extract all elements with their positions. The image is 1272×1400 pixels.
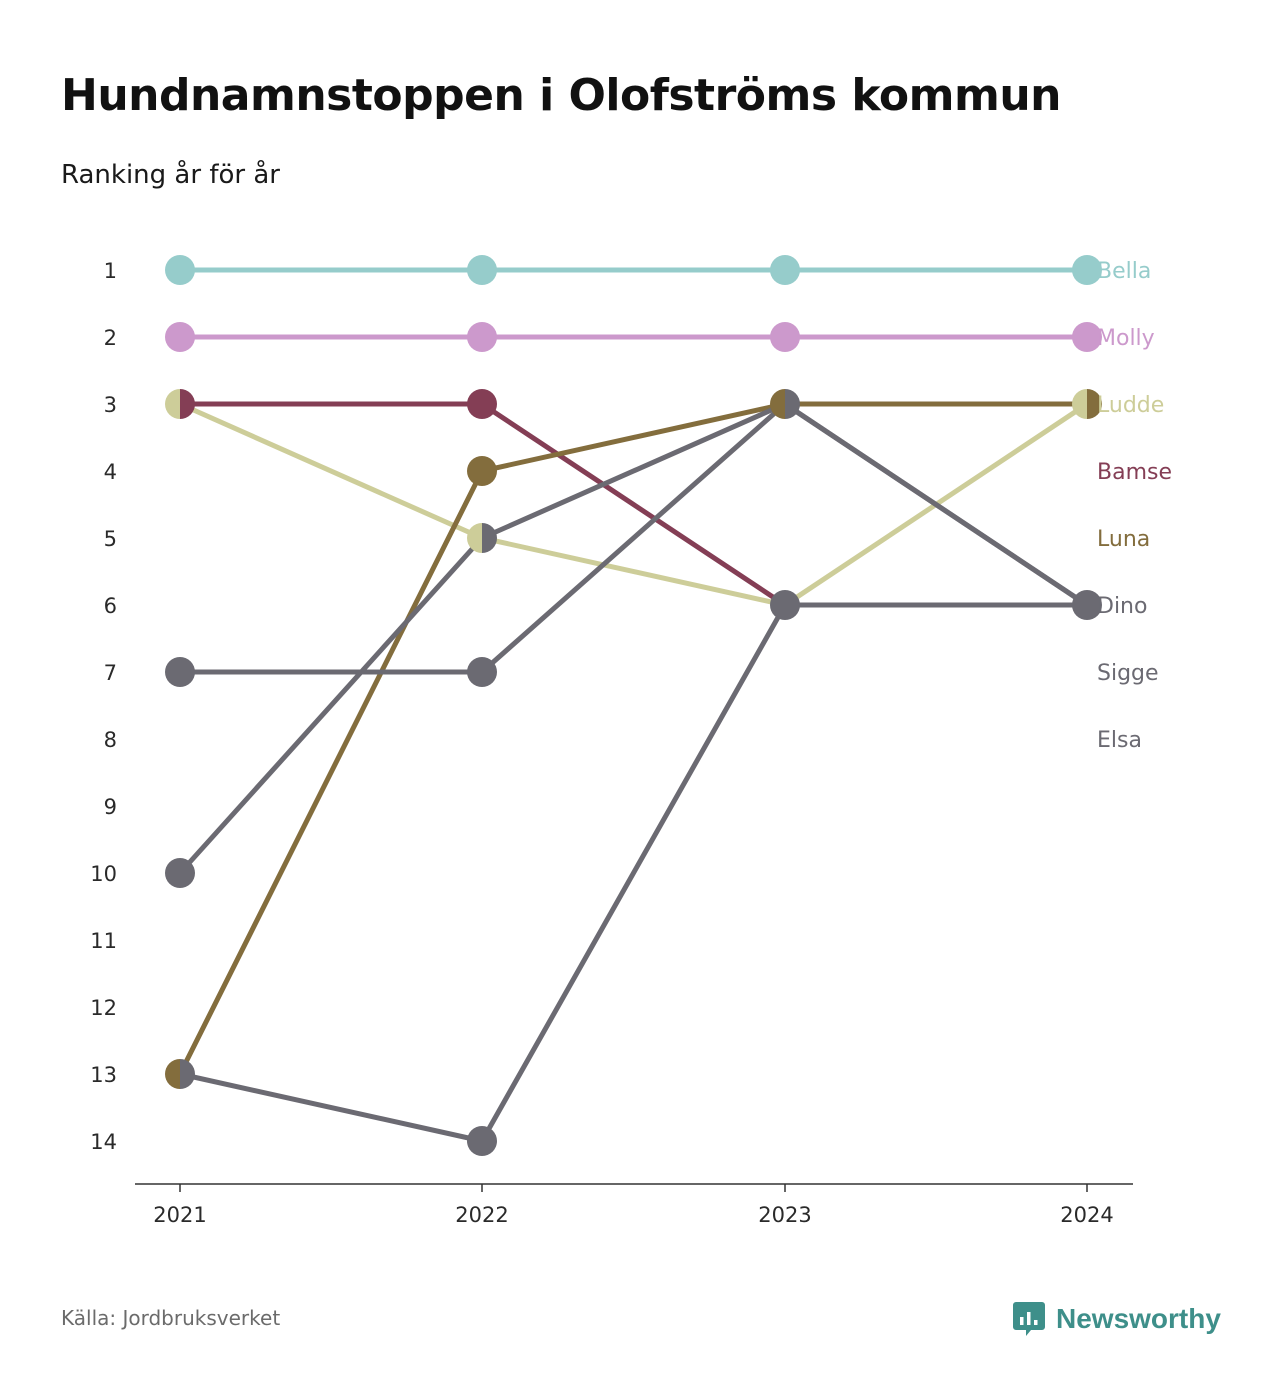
x-axis: 2021 2022 2023 2024 — [135, 1183, 1133, 1227]
x-tick-label: 2022 — [455, 1203, 508, 1227]
newsworthy-logo-icon — [1013, 1302, 1045, 1336]
data-point-bella-2024 — [1072, 255, 1102, 285]
data-point-elsa-2022 — [467, 1126, 497, 1156]
y-tick-label: 11 — [90, 929, 117, 953]
data-point-bella-2023 — [770, 255, 800, 285]
y-tick-label: 5 — [104, 527, 117, 551]
series-label-molly: Molly — [1097, 326, 1155, 351]
y-tick-label: 2 — [104, 326, 117, 350]
source-note: Källa: Jordbruksverket — [61, 1306, 281, 1330]
data-point-dino-sigge-elsa-2024 — [1072, 590, 1102, 620]
y-tick-label: 13 — [90, 1063, 117, 1087]
data-point-sigge-2021 — [165, 657, 195, 687]
series-label-bamse: Bamse — [1097, 460, 1172, 485]
data-point-bella-2022 — [467, 255, 497, 285]
y-tick-label: 14 — [90, 1130, 117, 1154]
y-tick-label: 1 — [104, 259, 117, 283]
series-label-sigge: Sigge — [1097, 661, 1159, 686]
data-point-luna-dino-sigge-2023-left — [770, 389, 785, 419]
data-point-ludde-bamse-2021-right — [180, 389, 195, 419]
y-tick-label: 9 — [104, 795, 117, 819]
brand-logo: Newsworthy — [1012, 1300, 1221, 1338]
series-label-dino: Dino — [1097, 594, 1147, 619]
chart-title: Hundnamnstoppen i Olofströms kommun — [61, 70, 1062, 121]
brand-name: Newsworthy — [1056, 1303, 1221, 1334]
data-point-bella-2021 — [165, 255, 195, 285]
series-line-luna — [177, 401, 1087, 1076]
data-point-ludde-bamse-2021-left — [165, 389, 180, 419]
y-tick-label: 3 — [104, 393, 117, 417]
data-point-dino-2021 — [165, 858, 195, 888]
data-point-molly-2021 — [165, 322, 195, 352]
y-tick-label: 8 — [104, 728, 117, 752]
data-point-molly-2022 — [467, 322, 497, 352]
y-tick-label: 6 — [104, 594, 117, 618]
data-point-molly-2024 — [1072, 322, 1102, 352]
series-line-bamse — [180, 401, 787, 608]
series-line-sigge — [180, 401, 1089, 675]
x-tick-label: 2023 — [758, 1203, 811, 1227]
series-label-bella: Bella — [1097, 259, 1151, 284]
data-point-luna-elsa-2021-left — [165, 1059, 180, 1089]
y-tick-label: 7 — [104, 661, 117, 685]
y-tick-label: 10 — [90, 862, 117, 886]
y-tick-label: 4 — [104, 460, 117, 484]
series-label-luna: Luna — [1097, 527, 1150, 552]
series-label-elsa: Elsa — [1097, 728, 1142, 753]
series-line-elsa — [179, 602, 1087, 1144]
x-tick-label: 2021 — [153, 1203, 206, 1227]
data-point-bamse-2022 — [467, 389, 497, 419]
data-point-luna-dino-sigge-2023-right — [785, 389, 800, 419]
y-tick-label: 12 — [90, 996, 117, 1020]
series-label-ludde: Ludde — [1097, 393, 1164, 418]
chart-subtitle: Ranking år för år — [61, 160, 280, 190]
series-lines — [177, 267, 1089, 1144]
series-labels: Bella Molly Ludde Bamse Luna Dino Sigge Elsa — [1097, 259, 1172, 753]
series-points — [165, 255, 1102, 1156]
data-point-luna-2022 — [467, 456, 497, 486]
data-point-ludde-dino-2022-left — [467, 523, 482, 553]
data-point-ludde-luna-2024-right — [1087, 389, 1102, 419]
data-point-ludde-luna-2024-left — [1072, 389, 1087, 419]
data-point-molly-2023 — [770, 322, 800, 352]
data-point-ludde-dino-2022-right — [482, 523, 497, 553]
data-point-ludde-bamse-elsa-2023 — [770, 590, 800, 620]
x-tick-label: 2024 — [1060, 1203, 1113, 1227]
data-point-sigge-2022 — [467, 657, 497, 687]
data-point-luna-elsa-2021-right — [180, 1059, 195, 1089]
